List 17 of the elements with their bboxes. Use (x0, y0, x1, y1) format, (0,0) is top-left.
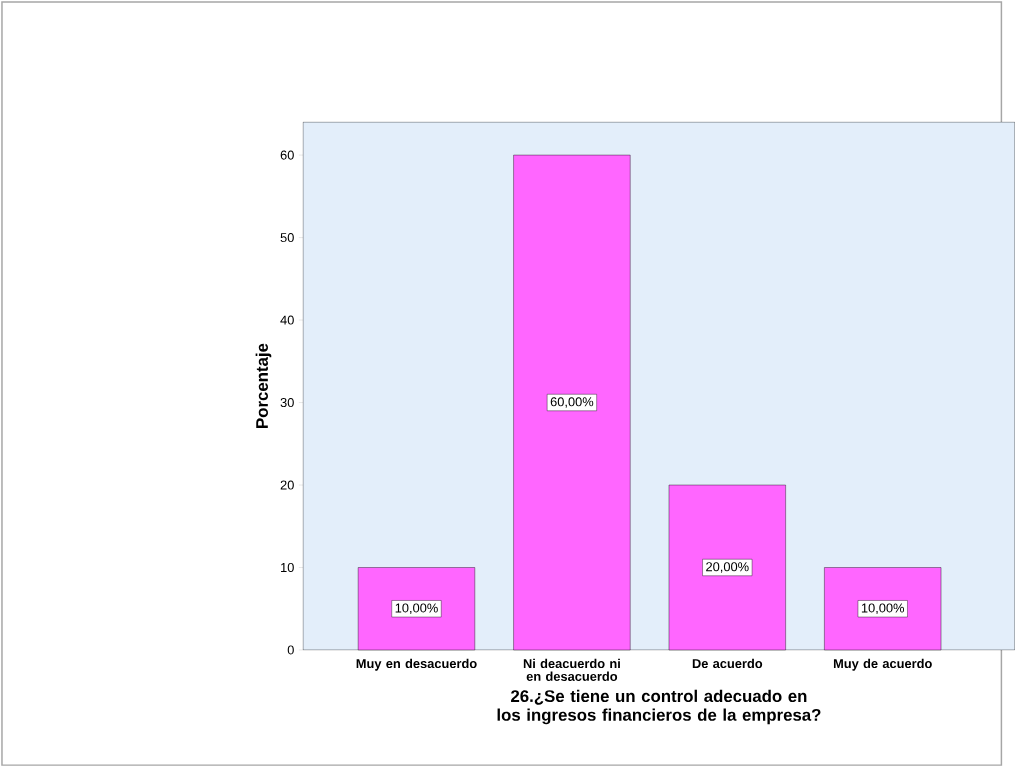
x-tick-label: Muy en desacuerdo (356, 658, 477, 671)
data-label: 10,00% (861, 603, 905, 614)
y-tick-label: 60 (280, 150, 294, 160)
data-label: 10,00% (395, 603, 438, 614)
data-label: 20,00% (706, 562, 749, 573)
y-axis-title: Porcentaje (255, 343, 272, 428)
y-tick-label: 50 (280, 232, 294, 243)
data-label: 60,00% (550, 397, 594, 408)
x-axis-title: 26.¿Se tiene un control adecuado en los ingresos financieros de la empresa? (497, 689, 821, 725)
y-tick-label: 0 (287, 645, 294, 655)
y-tick-label: 40 (280, 315, 294, 325)
y-tick-label: 20 (280, 480, 294, 490)
y-tick-label: 10 (281, 562, 294, 572)
y-tick-label: 30 (280, 397, 294, 408)
x-tick-label: Muy de acuerdo (833, 658, 932, 671)
x-tick-label: De acuerdo (692, 658, 763, 669)
x-tick-label: Ni deacuerdo ni en desacuerdo (523, 658, 620, 681)
